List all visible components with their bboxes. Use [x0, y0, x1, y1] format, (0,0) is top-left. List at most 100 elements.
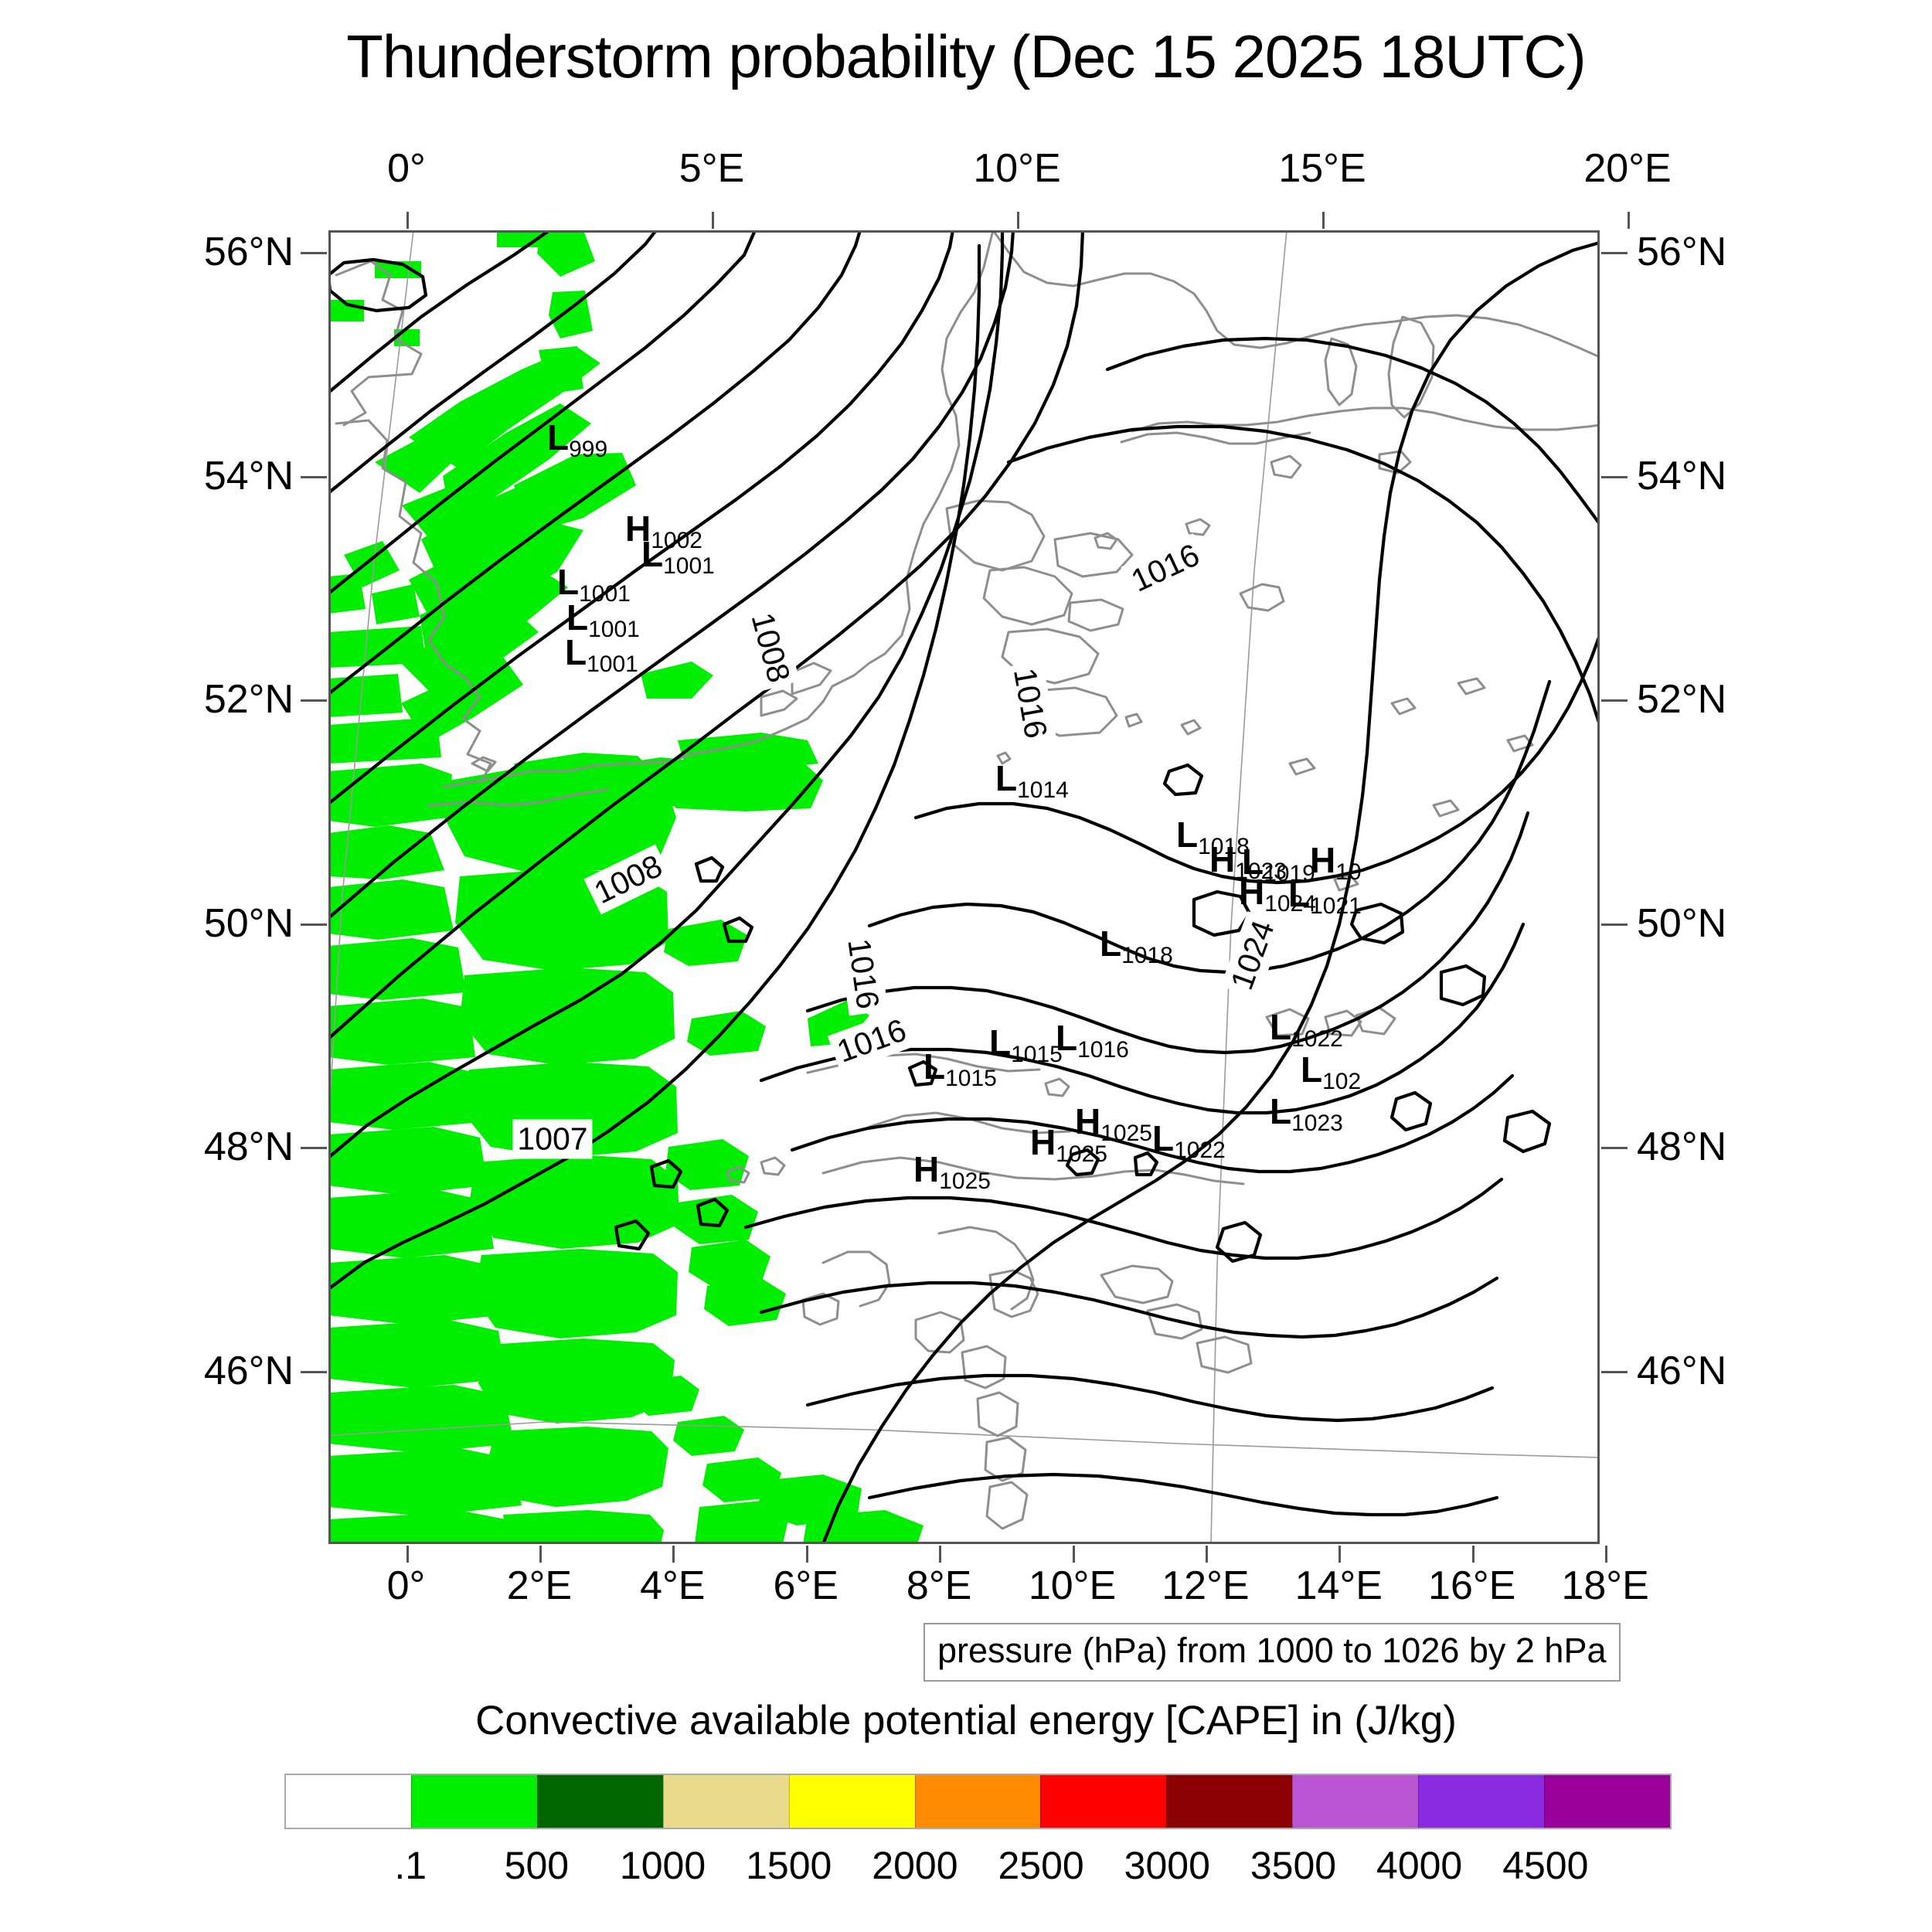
pressure-center-l-2: L1001: [641, 536, 715, 578]
pressure-center-value: 1001: [587, 651, 638, 677]
left-lat-label-3: 50°N: [203, 900, 294, 946]
map-canvas[interactable]: L999 H1002 L1001 L1001 L1001 L1001 L1014 L1018 H…: [328, 230, 1600, 1544]
pressure-center-type: H: [1239, 872, 1265, 912]
colorbar-tick-2: 1000: [619, 1844, 706, 1887]
top-lon-tick-0: [406, 212, 409, 229]
colorbar-tick-8: 4000: [1376, 1844, 1463, 1887]
pressure-center-value: 1021: [1310, 893, 1362, 919]
pressure-center-l-0: L999: [547, 420, 607, 461]
colorbar-band-2[interactable]: [536, 1775, 663, 1828]
top-lon-tick-4: [1628, 212, 1630, 229]
colorbar-tick-1: 500: [504, 1844, 570, 1887]
graticule: [328, 230, 1600, 1544]
colorbar-band-3[interactable]: [662, 1775, 789, 1828]
right-lat-tick-0: [1601, 252, 1628, 254]
right-lat-label-4: 48°N: [1637, 1124, 1727, 1169]
top-lon-label-0: 0°: [387, 146, 426, 191]
bottom-lon-label-7: 14°E: [1294, 1563, 1383, 1608]
right-lat-tick-5: [1601, 1370, 1628, 1373]
colorbar-band-0[interactable]: [286, 1775, 411, 1828]
colorbar-band-4[interactable]: [788, 1775, 915, 1828]
pressure-center-value: 1025: [939, 1168, 991, 1194]
bottom-lon-tick-2: [672, 1546, 675, 1563]
pressure-legend: pressure (hPa) from 1000 to 1026 by 2 hP…: [923, 1623, 1621, 1682]
left-lat-tick-4: [301, 1147, 327, 1149]
left-lat-label-0: 56°N: [203, 230, 294, 274]
pressure-center-value: 1022: [1291, 1026, 1343, 1052]
bottom-lon-label-0: 0°: [386, 1563, 426, 1608]
right-lat-tick-1: [1601, 475, 1628, 478]
colorbar-title: Convective available potential energy [C…: [475, 1698, 1457, 1743]
colorbar-tick-6: 3000: [1124, 1844, 1210, 1887]
pressure-center-value: 1019: [1264, 861, 1315, 886]
pressure-center-l-3: L1001: [557, 564, 631, 606]
pressure-center-type: L: [1301, 1049, 1323, 1090]
map-svg: [328, 230, 1600, 1544]
pressure-center-type: H: [1209, 839, 1236, 879]
pressure-center-l-17: L1015: [923, 1049, 997, 1090]
pressure-center-value: 1025: [1056, 1141, 1107, 1167]
colorbar-band-1[interactable]: [410, 1775, 537, 1828]
pressure-center-type: L: [1152, 1118, 1175, 1158]
colorbar-band-10[interactable]: [1544, 1775, 1670, 1828]
pressure-center-value: 1018: [1198, 834, 1250, 859]
pressure-center-value: 1002: [651, 528, 702, 553]
top-lon-label-4: 20°E: [1583, 146, 1672, 191]
pressure-center-type: L: [1242, 842, 1264, 882]
bottom-lon-tick-9: [1605, 1546, 1608, 1563]
pressure-center-type: L: [989, 1022, 1012, 1063]
top-lon-label-2: 10°E: [973, 146, 1061, 191]
top-lon-label-1: 5°E: [679, 146, 745, 191]
pressure-center-type: L: [1270, 1007, 1292, 1047]
bottom-lon-label-5: 10°E: [1028, 1563, 1117, 1608]
pressure-center-type: L: [547, 417, 570, 457]
colorbar-band-8[interactable]: [1292, 1775, 1419, 1828]
pressure-center-l-21: L1022: [1152, 1121, 1226, 1162]
bottom-lon-tick-8: [1471, 1546, 1475, 1563]
pressure-center-value: 1015: [1011, 1042, 1063, 1067]
pressure-center-value: 1001: [579, 581, 631, 607]
bottom-lon-tick-6: [1205, 1546, 1208, 1563]
cape-shading-green: [328, 230, 923, 1544]
left-lat-tick-2: [301, 699, 327, 702]
top-lon-tick-3: [1322, 212, 1325, 229]
pressure-center-value: 102: [1322, 1069, 1362, 1094]
left-lat-label-2: 52°N: [203, 677, 294, 722]
pressure-center-l-14: L1022: [1270, 1009, 1343, 1051]
pressure-center-type: H: [1075, 1101, 1101, 1141]
colorbar-band-6[interactable]: [1040, 1775, 1167, 1828]
right-lat-label-2: 52°N: [1637, 677, 1727, 722]
pressure-center-type: L: [1056, 1018, 1078, 1058]
pressure-center-type: L: [995, 758, 1018, 798]
pressure-center-type: L: [923, 1046, 946, 1087]
pressure-center-type: L: [566, 597, 589, 638]
page-title: Thunderstorm probability (Dec 15 2025 18…: [346, 22, 1586, 90]
pressure-center-l-9: L1019: [1242, 844, 1315, 886]
colorbar-tick-7: 3500: [1250, 1844, 1337, 1887]
colorbar-tick-3: 1500: [746, 1844, 832, 1887]
pressure-center-h-20: H1025: [1075, 1104, 1152, 1145]
colorbar[interactable]: [284, 1774, 1672, 1829]
isobar-contours: [328, 230, 1600, 1544]
pressure-center-l-15: L1015: [989, 1025, 1063, 1066]
pressure-center-h-8: H1023: [1209, 842, 1287, 883]
pressure-center-type: L: [557, 562, 580, 602]
colorbar-band-9[interactable]: [1418, 1775, 1545, 1828]
colorbar-band-5[interactable]: [914, 1775, 1041, 1828]
pressure-center-l-6: L1014: [995, 760, 1069, 802]
pressure-center-l-13: L1018: [1100, 926, 1173, 968]
pressure-center-value: 1014: [1017, 777, 1069, 803]
pressure-center-l-4: L1001: [566, 600, 640, 641]
pressure-center-type: H: [625, 509, 651, 549]
colorbar-tick-0: .1: [394, 1844, 427, 1887]
right-lat-label-1: 54°N: [1637, 453, 1727, 498]
bottom-lon-tick-1: [539, 1546, 542, 1563]
pressure-center-value: 1001: [663, 553, 715, 579]
pressure-center-type: H: [1030, 1122, 1056, 1162]
colorbar-band-7[interactable]: [1166, 1775, 1293, 1828]
pressure-center-type: L: [1270, 1091, 1292, 1131]
pressure-center-l-18: L102: [1301, 1052, 1361, 1094]
right-lat-tick-2: [1601, 699, 1628, 702]
right-lat-label-5: 46°N: [1637, 1348, 1727, 1393]
pressure-center-l-7: L1018: [1176, 817, 1250, 859]
